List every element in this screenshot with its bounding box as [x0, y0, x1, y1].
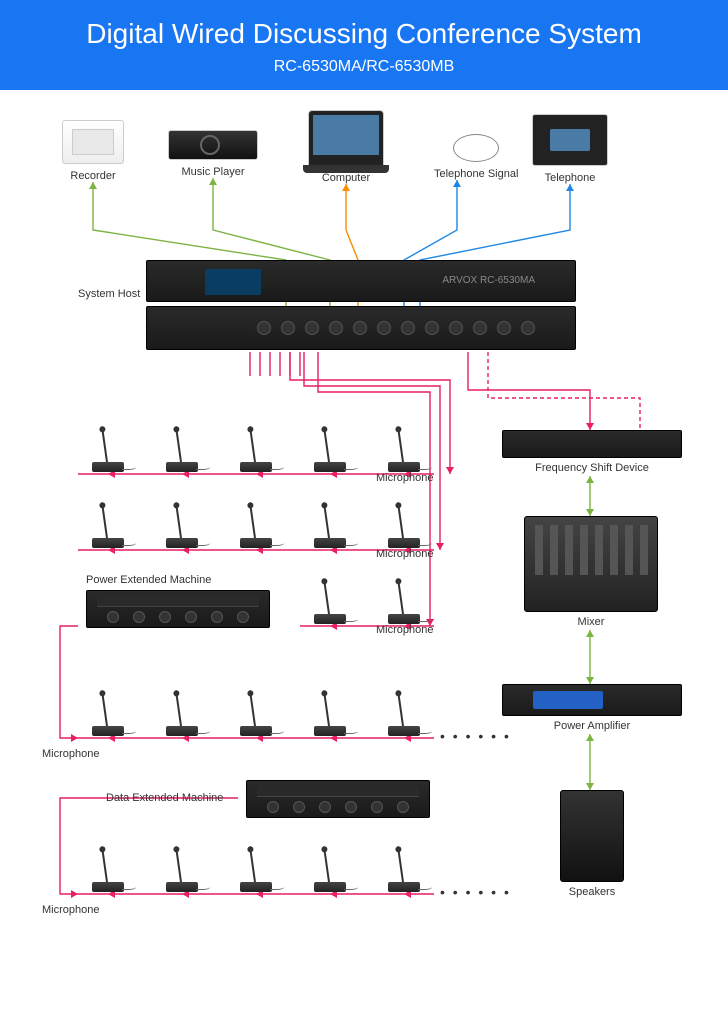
microphone-unit	[234, 846, 278, 892]
microphone-unit	[234, 502, 278, 548]
microphone-unit	[382, 846, 426, 892]
device-telephone: Telephone	[532, 114, 608, 184]
microphone-unit	[382, 578, 426, 624]
system-host-label: System Host	[78, 288, 140, 300]
microphone-unit	[308, 578, 352, 624]
device-label: Music Player	[168, 166, 258, 178]
device-data-extended-machine	[246, 780, 430, 818]
microphone-unit	[234, 426, 278, 472]
microphone-unit	[86, 690, 130, 736]
device-telephone-signal: Telephone Signal	[434, 134, 518, 180]
device-mixer: Mixer	[524, 516, 658, 628]
header-banner: Digital Wired Discussing Conference Syst…	[0, 0, 728, 90]
device-label: Speakers	[560, 886, 624, 898]
device-label: Power Extended Machine	[86, 574, 211, 586]
device-label: Frequency Shift Device	[502, 462, 682, 474]
microphone-unit	[308, 690, 352, 736]
microphone-unit	[382, 690, 426, 736]
continuation-dots: • • • • • •	[440, 884, 511, 900]
microphone-label: Microphone	[376, 548, 433, 560]
device-power-extended-machine	[86, 590, 270, 628]
microphone-unit	[382, 502, 426, 548]
microphone-label: Microphone	[376, 624, 433, 636]
microphone-label: Microphone	[376, 472, 433, 484]
microphone-unit	[308, 502, 352, 548]
page-title: Digital Wired Discussing Conference Syst…	[0, 18, 728, 50]
microphone-unit	[160, 502, 204, 548]
device-label: Power Amplifier	[502, 720, 682, 732]
device-frequency-shift-device: Frequency Shift Device	[502, 430, 682, 474]
system-host: ARVOX RC-6530MA	[146, 260, 576, 350]
microphone-unit	[308, 846, 352, 892]
microphone-unit	[86, 846, 130, 892]
device-label: Telephone	[532, 172, 608, 184]
device-label: Computer	[308, 172, 384, 184]
system-diagram: Recorder Music Player Computer Telephone Si…	[0, 90, 728, 1010]
microphone-unit	[160, 846, 204, 892]
microphone-unit	[234, 690, 278, 736]
microphone-label: Microphone	[42, 748, 99, 760]
continuation-dots: • • • • • •	[440, 728, 511, 744]
microphone-unit	[86, 502, 130, 548]
device-label: Mixer	[524, 616, 658, 628]
microphone-unit	[382, 426, 426, 472]
device-speakers: Speakers	[560, 790, 624, 898]
model-subtitle: RC-6530MA/RC-6530MB	[0, 58, 728, 76]
device-power-amplifier: Power Amplifier	[502, 684, 682, 732]
microphone-unit	[160, 690, 204, 736]
device-recorder: Recorder	[62, 120, 124, 182]
microphone-unit	[160, 426, 204, 472]
device-label: Data Extended Machine	[106, 792, 223, 804]
device-computer: Computer	[308, 110, 384, 184]
microphone-unit	[86, 426, 130, 472]
device-label: Recorder	[62, 170, 124, 182]
microphone-label: Microphone	[42, 904, 99, 916]
device-label: Telephone Signal	[434, 168, 518, 180]
device-music-player: Music Player	[168, 130, 258, 178]
microphone-unit	[308, 426, 352, 472]
